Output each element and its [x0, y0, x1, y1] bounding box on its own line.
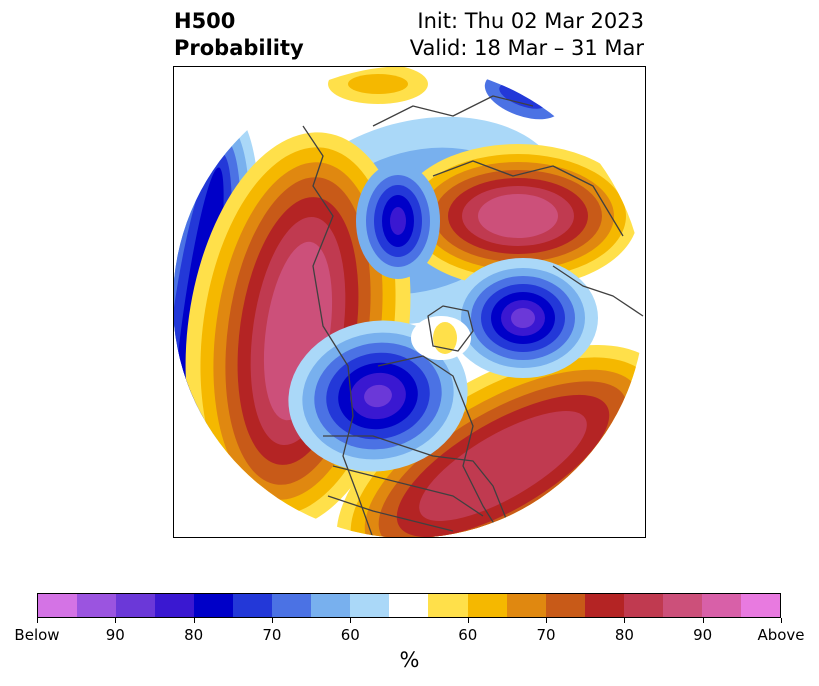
colorbar-tick-label: 80 — [614, 626, 634, 644]
colorbar-swatch — [701, 594, 741, 617]
colorbar-swatch — [155, 594, 195, 617]
colorbar-tick-mark — [115, 618, 117, 623]
title-product: Probability — [174, 36, 304, 60]
colorbar-swatch — [311, 594, 351, 617]
title-left: H500 Probability — [174, 8, 304, 62]
colorbar-swatch — [506, 594, 546, 617]
colorbar-tick-mark — [702, 618, 704, 623]
colorbar-labels: Below 90 80 70 60 60 70 80 90 Above — [0, 626, 819, 646]
colorbar-swatch — [350, 594, 390, 617]
colorbar-tick-mark — [37, 618, 38, 623]
colorbar-swatch — [77, 594, 117, 617]
colorbar-swatch — [428, 594, 468, 617]
colorbar-swatch — [38, 594, 78, 617]
colorbar-tick-label: 90 — [105, 626, 125, 644]
colorbar-tick-label: 60 — [340, 626, 360, 644]
colorbar-tick-label: Above — [757, 626, 805, 644]
anomaly-field — [173, 66, 645, 538]
init-date: Init: Thu 02 Mar 2023 — [417, 9, 644, 33]
colorbar-tick-mark — [350, 618, 352, 623]
colorbar-swatch — [740, 594, 780, 617]
map-frame — [173, 66, 646, 538]
colorbar-tick-label: 90 — [693, 626, 713, 644]
coastlines — [302, 95, 644, 538]
valid-range: Valid: 18 Mar – 31 Mar — [409, 36, 644, 60]
colorbar-tick-label: 70 — [536, 626, 556, 644]
colorbar-unit: % — [399, 648, 420, 672]
colorbar-tick-label: 70 — [262, 626, 282, 644]
probability-map — [173, 66, 646, 538]
colorbar-tick-mark — [467, 618, 469, 623]
colorbar-tick-mark — [193, 618, 195, 623]
colorbar-tick-mark — [546, 618, 548, 623]
colorbar — [37, 593, 781, 618]
colorbar-swatch — [623, 594, 663, 617]
colorbar-swatch — [272, 594, 312, 617]
colorbar-swatch — [584, 594, 624, 617]
colorbar-swatch — [116, 594, 156, 617]
colorbar-tick-mark — [781, 618, 782, 623]
colorbar-swatch — [545, 594, 585, 617]
colorbar-tick-mark — [624, 618, 626, 623]
colorbar-swatch — [662, 594, 702, 617]
title-right: Init: Thu 02 Mar 2023 Valid: 18 Mar – 31… — [410, 8, 644, 62]
colorbar-tick-label: Below — [14, 626, 60, 644]
colorbar-swatch — [194, 594, 234, 617]
title-variable: H500 — [174, 9, 236, 33]
colorbar-tick-label: 60 — [458, 626, 478, 644]
colorbar-swatch — [233, 594, 273, 617]
colorbar-swatch — [467, 594, 507, 617]
colorbar-tick-label: 80 — [184, 626, 204, 644]
colorbar-tick-mark — [271, 618, 273, 623]
colorbar-swatch — [389, 594, 429, 617]
